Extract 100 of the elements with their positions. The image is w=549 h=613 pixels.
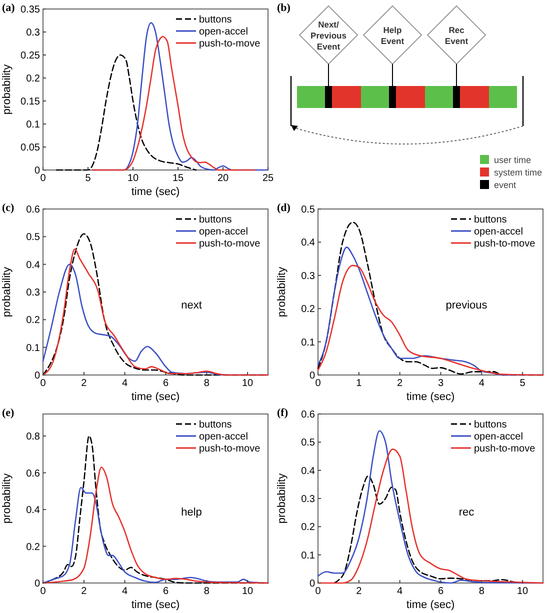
y-tick-label: 0.25 <box>20 50 40 62</box>
y-axis-title: probability <box>1 266 13 318</box>
x-tick-label: 8 <box>478 586 485 597</box>
y-tick-label: 0.2 <box>26 542 40 553</box>
y-tick-label: 0.2 <box>26 315 40 326</box>
y-tick-label: 0.3 <box>301 494 316 505</box>
y-tick-label: 0.1 <box>26 120 40 130</box>
legend-label: open-accel <box>199 26 248 38</box>
x-tick-label: 20 <box>217 173 229 184</box>
text: Rec Event <box>444 25 468 46</box>
x-axis-title: time (sec) <box>131 186 180 198</box>
y-tick-label: 0.4 <box>301 466 316 477</box>
x-tick-label: 10 <box>242 586 254 597</box>
legend-label: push-to-move <box>199 38 261 50</box>
x-tick-label: 25 <box>262 173 274 184</box>
y-tick-label: 0.1 <box>26 342 40 354</box>
y-tick-label: 0.6 <box>301 410 316 420</box>
x-tick-label: 4 <box>122 378 128 389</box>
annotation: rec <box>458 506 475 518</box>
legend-label: buttons <box>474 420 507 430</box>
legend-label: buttons <box>199 420 232 430</box>
x-tick-label: 4 <box>478 378 485 389</box>
x-tick-label: 2 <box>81 378 88 389</box>
x-tick-label: 6 <box>438 586 444 597</box>
x-tick-label: 6 <box>162 586 169 597</box>
y-axis-title: probability <box>276 472 288 524</box>
x-tick-label: 3 <box>438 378 444 389</box>
x-tick-label: 4 <box>397 586 404 597</box>
y-tick-label: 0.8 <box>26 432 40 443</box>
y-tick-label: 0.1 <box>301 337 316 348</box>
y-axis-title: probability <box>1 472 13 524</box>
x-tick-label: 2 <box>356 586 362 597</box>
x-axis-title: time (sec) <box>131 391 180 403</box>
legend-label: push-to-move <box>474 444 536 454</box>
x-tick-label: 8 <box>204 378 210 389</box>
x-tick-label: 6 <box>162 378 169 389</box>
legend-label: system time <box>494 168 542 178</box>
x-axis-title: time (sec) <box>406 599 455 611</box>
annotation: help <box>181 506 202 518</box>
legend-label: buttons <box>474 214 507 226</box>
x-tick-label: 8 <box>204 586 210 597</box>
y-tick-label: 0.05 <box>20 142 40 154</box>
text: (b) <box>277 2 291 14</box>
legend-label: user time <box>494 155 532 165</box>
x-axis-title: time (sec) <box>131 599 180 611</box>
x-tick-label: 15 <box>172 173 184 184</box>
y-axis-title: probability <box>1 64 13 115</box>
y-tick-label: 0 <box>34 370 40 382</box>
x-tick-label: 10 <box>242 378 254 389</box>
x-tick-label: 5 <box>85 173 92 184</box>
legend-label: event <box>494 180 517 190</box>
x-axis-title: time (sec) <box>406 391 455 403</box>
y-tick-label: 0.1 <box>301 550 316 562</box>
x-tick-label: 1 <box>356 378 362 389</box>
y-tick-label: 0.4 <box>301 238 316 249</box>
legend-label: open-accel <box>474 226 523 238</box>
legend-label: buttons <box>199 214 232 226</box>
legend-label: push-to-move <box>199 238 261 250</box>
chart-title: (f) <box>277 407 288 419</box>
x-tick-label: 5 <box>520 378 526 389</box>
text: Next/ Previous Event <box>310 20 347 52</box>
y-tick-label: 0 <box>34 578 40 590</box>
x-tick-label: 10 <box>127 173 139 184</box>
y-axis-title: probability <box>276 266 288 318</box>
chart-title: (c) <box>2 202 15 214</box>
y-tick-label: 0.2 <box>301 522 316 534</box>
legend-label: push-to-move <box>474 238 536 250</box>
annotation: previous <box>446 300 488 312</box>
y-tick-label: 0.6 <box>26 468 40 480</box>
y-tick-label: 0.2 <box>26 74 40 84</box>
x-tick-label: 4 <box>122 586 128 597</box>
y-tick-label: 0.5 <box>301 204 316 216</box>
line-series <box>56 54 197 171</box>
line-series <box>42 466 269 584</box>
y-tick-label: 0.5 <box>301 438 316 449</box>
y-tick-label: 0.3 <box>26 288 40 298</box>
annotation: next <box>181 300 202 312</box>
y-tick-label: 0.15 <box>20 96 40 108</box>
legend-label: push-to-move <box>199 444 261 454</box>
x-tick-label: 2 <box>81 586 88 597</box>
x-tick-label: 2 <box>397 378 404 389</box>
text: Help Event <box>380 25 404 46</box>
y-tick-label: 0.3 <box>301 270 316 282</box>
chart-title: (a) <box>2 2 16 14</box>
chart-title: (d) <box>277 202 291 214</box>
x-tick-label: 10 <box>516 586 529 597</box>
y-tick-label: 0.4 <box>26 505 40 516</box>
legend-label: open-accel <box>199 226 248 238</box>
y-tick-label: 0.4 <box>26 260 40 271</box>
legend-label: buttons <box>199 14 232 26</box>
y-tick-label: 0.3 <box>26 28 40 38</box>
legend-label: open-accel <box>199 432 248 442</box>
y-tick-label: 0 <box>34 166 40 176</box>
y-tick-label: 0 <box>309 370 316 382</box>
chart-title: (e) <box>2 407 15 419</box>
y-tick-label: 0.2 <box>301 304 316 316</box>
legend-label: open-accel <box>474 432 523 442</box>
y-tick-label: 0.6 <box>26 204 40 216</box>
y-tick-label: 0.35 <box>20 4 40 16</box>
y-tick-label: 0 <box>309 578 316 590</box>
